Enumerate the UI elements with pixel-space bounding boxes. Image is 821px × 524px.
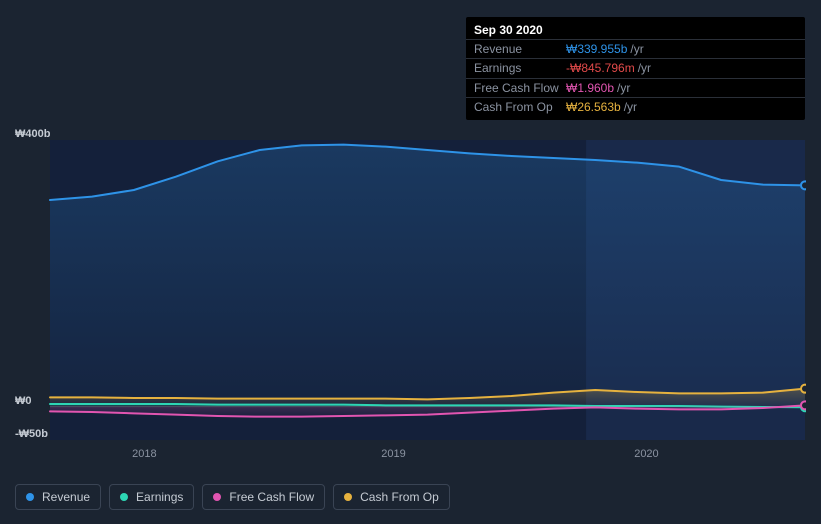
- tooltip-label: Cash From Op: [474, 99, 566, 115]
- y-axis-label: -₩50b: [15, 428, 48, 440]
- tooltip-value: ₩26.563b: [566, 99, 621, 115]
- tooltip-row-cashop: Cash From Op ₩26.563b /yr: [466, 98, 805, 116]
- tooltip-label: Revenue: [474, 41, 566, 57]
- legend-label: Free Cash Flow: [229, 490, 314, 504]
- x-axis-label: 2020: [634, 448, 658, 460]
- tooltip-date: Sep 30 2020: [474, 22, 797, 38]
- tooltip-value: ₩339.955b: [566, 41, 627, 57]
- tooltip-suffix: /yr: [624, 99, 637, 115]
- legend-dot-icon: [344, 493, 352, 501]
- legend-label: Cash From Op: [360, 490, 439, 504]
- tooltip-suffix: /yr: [630, 41, 643, 57]
- legend-label: Revenue: [42, 490, 90, 504]
- tooltip-row-fcf: Free Cash Flow ₩1.960b /yr: [466, 79, 805, 98]
- x-axis-label: 2018: [132, 448, 156, 460]
- tooltip-value: -₩845.796m: [566, 60, 635, 76]
- legend-dot-icon: [120, 493, 128, 501]
- chart-svg: [15, 140, 806, 480]
- tooltip-value: ₩1.960b: [566, 80, 614, 96]
- legend-item-cashop[interactable]: Cash From Op: [333, 484, 450, 510]
- legend-label: Earnings: [136, 490, 183, 504]
- y-axis-label: ₩0: [15, 395, 32, 407]
- tooltip-suffix: /yr: [638, 60, 651, 76]
- tooltip-row-revenue: Revenue ₩339.955b /yr: [466, 40, 805, 59]
- legend-item-revenue[interactable]: Revenue: [15, 484, 101, 510]
- legend-item-fcf[interactable]: Free Cash Flow: [202, 484, 325, 510]
- financials-chart[interactable]: Past ₩400b₩0-₩50b201820192020: [15, 120, 806, 490]
- legend-dot-icon: [26, 493, 34, 501]
- legend-dot-icon: [213, 493, 221, 501]
- tooltip-label: Earnings: [474, 60, 566, 76]
- tooltip-row-earnings: Earnings -₩845.796m /yr: [466, 59, 805, 78]
- tooltip-suffix: /yr: [617, 80, 630, 96]
- chart-legend: Revenue Earnings Free Cash Flow Cash Fro…: [15, 484, 450, 510]
- x-axis-label: 2019: [381, 448, 405, 460]
- chart-tooltip: Sep 30 2020 Revenue ₩339.955b /yr Earnin…: [466, 17, 805, 120]
- legend-item-earnings[interactable]: Earnings: [109, 484, 194, 510]
- tooltip-label: Free Cash Flow: [474, 80, 566, 96]
- y-axis-label: ₩400b: [15, 128, 50, 140]
